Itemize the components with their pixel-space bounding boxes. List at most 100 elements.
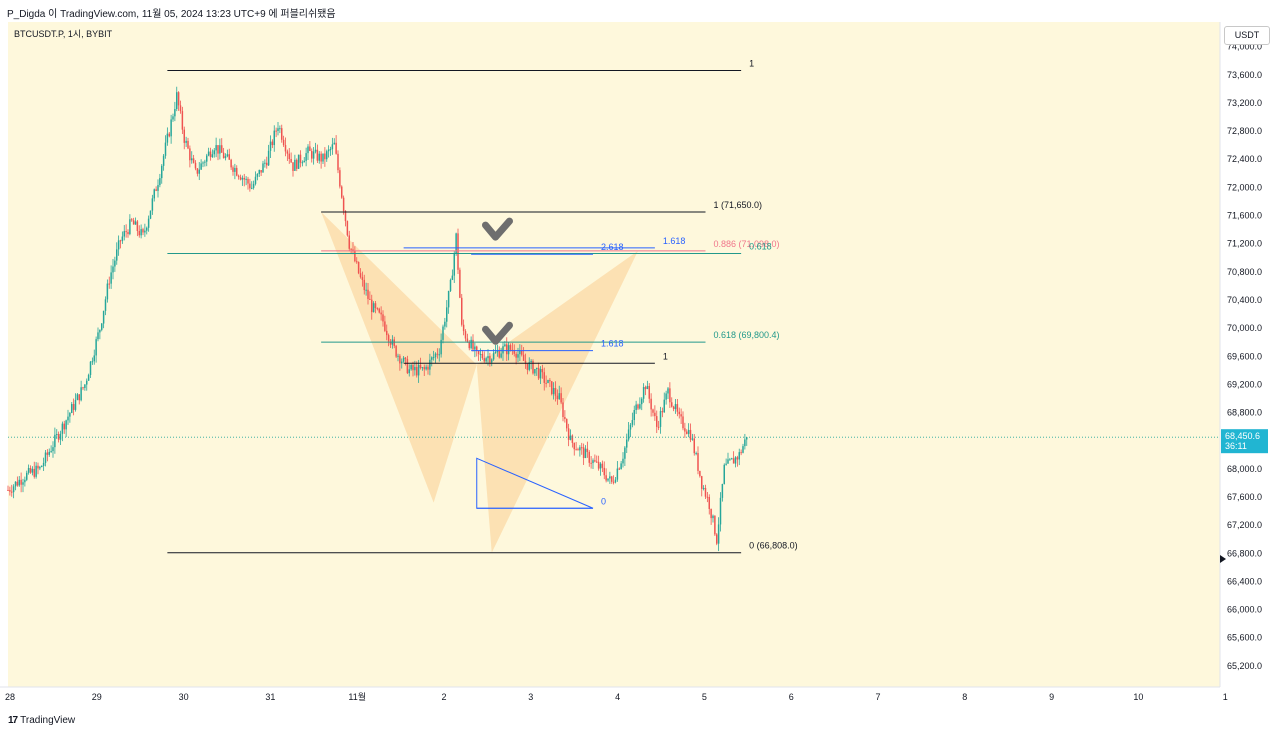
candle-body: [224, 156, 227, 159]
candle-body: [237, 175, 240, 178]
candle-body: [641, 398, 643, 405]
harmonic-pattern-triangle-1: [321, 212, 477, 503]
candle-body: [667, 388, 669, 394]
candle-body: [314, 149, 317, 152]
candle-body: [669, 388, 671, 403]
candle-body: [717, 524, 720, 544]
y-tick-label: 71,200.0: [1227, 239, 1262, 249]
candle-body: [275, 130, 277, 132]
currency-selector[interactable]: USDT: [1224, 26, 1270, 45]
candle-body: [46, 452, 49, 455]
candle-body: [114, 260, 116, 267]
candle-body: [474, 346, 476, 350]
candle-body: [646, 385, 649, 390]
tradingview-brand: TradingView: [20, 715, 76, 726]
candle-body: [71, 404, 73, 413]
y-tick-label: 73,200.0: [1227, 98, 1262, 108]
candle-body: [354, 251, 356, 262]
candle-body: [562, 402, 564, 418]
candle-body: [590, 462, 592, 464]
candle-body: [326, 151, 328, 160]
candle-body: [12, 486, 15, 493]
candle-body: [477, 350, 480, 355]
candle-body: [192, 158, 195, 163]
candle-body: [363, 279, 365, 291]
candle-body: [461, 297, 463, 325]
publish-caption: P_Digda 이 TradingView.com, 11월 05, 2024 …: [7, 9, 336, 20]
price-chart[interactable]: BTCUSDT.P, 1시, BYBIT 1 1 (71,650.0) 1.618 0…: [0, 0, 1280, 710]
y-tick-label: 72,400.0: [1227, 154, 1262, 164]
candle-body: [97, 332, 99, 340]
candle-body: [663, 399, 665, 413]
candle-body: [254, 176, 257, 184]
candle-body: [738, 452, 740, 460]
candle-body: [76, 394, 79, 400]
candle-body: [44, 452, 47, 463]
candle-body: [650, 398, 652, 410]
candle-body: [571, 435, 574, 443]
candle-body: [721, 483, 724, 498]
candle-body: [579, 447, 581, 451]
candle-body: [526, 363, 529, 370]
fib-level-label: 1: [749, 59, 754, 69]
y-tick-label: 73,600.0: [1227, 70, 1262, 80]
candle-body: [727, 459, 729, 464]
candle-body: [648, 385, 650, 399]
candle-body: [271, 141, 274, 146]
candle-body: [408, 369, 410, 374]
candle-body: [671, 402, 673, 407]
candle-body: [72, 404, 75, 410]
candle-body: [485, 358, 487, 362]
symbol-label: BTCUSDT.P, 1시, BYBIT: [14, 29, 113, 39]
candle-body: [639, 404, 641, 409]
candle-body: [479, 353, 482, 355]
candle-body: [528, 362, 530, 370]
x-tick-label: 1: [1223, 692, 1228, 702]
candle-body: [80, 387, 82, 401]
candle-body: [157, 185, 159, 191]
candle-body: [462, 324, 465, 332]
candle-body: [371, 299, 373, 313]
candle-body: [136, 221, 139, 231]
candle-body: [24, 479, 26, 483]
candle-body: [106, 283, 109, 300]
candle-body: [7, 489, 9, 491]
candle-body: [230, 159, 232, 168]
candle-body: [61, 423, 64, 434]
tradingview-logo[interactable]: 17 TradingView: [8, 715, 75, 726]
x-tick-label: 31: [265, 692, 275, 702]
candle-body: [127, 232, 129, 235]
candle-body: [412, 365, 414, 371]
candle-body: [582, 447, 585, 459]
candle-body: [611, 476, 613, 482]
candle-body: [410, 365, 412, 370]
candle-body: [344, 210, 347, 222]
candle-body: [29, 467, 32, 473]
candle-body: [434, 353, 437, 358]
candle-body: [380, 312, 382, 315]
candle-body: [732, 458, 735, 464]
candle-body: [429, 359, 431, 370]
candle-body: [179, 105, 182, 112]
y-tick-label: 70,000.0: [1227, 323, 1262, 333]
candle-body: [665, 393, 667, 400]
candle-body: [316, 149, 319, 161]
candle-body: [537, 367, 540, 379]
candle-body: [599, 463, 602, 469]
candle-body: [425, 366, 427, 370]
candle-body: [350, 248, 352, 250]
candle-body: [146, 227, 148, 231]
candle-body: [168, 133, 170, 137]
candle-body: [359, 273, 362, 278]
candle-body: [26, 472, 28, 480]
candle-body: [234, 167, 236, 172]
candle-body: [67, 416, 69, 421]
candle-body: [468, 341, 470, 349]
candle-body: [678, 411, 680, 415]
candle-body: [644, 387, 647, 390]
candle-body: [119, 240, 122, 242]
candle-body: [457, 233, 459, 270]
candle-body: [18, 479, 20, 486]
y-tick-label: 68,000.0: [1227, 464, 1262, 474]
candle-body: [131, 219, 133, 221]
